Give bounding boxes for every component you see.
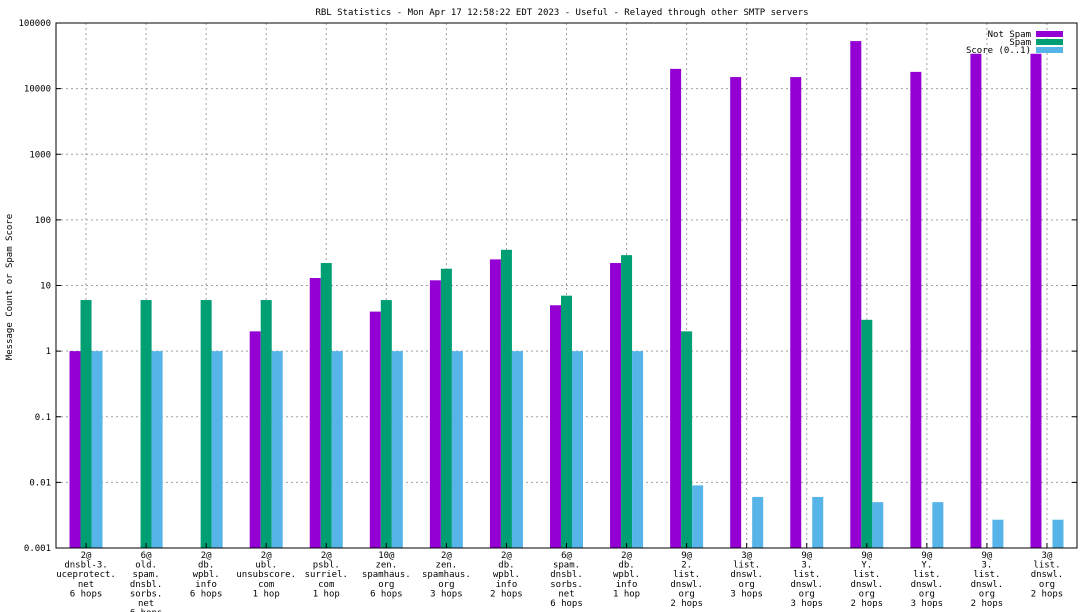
- bar-spam: [320, 263, 332, 548]
- bar-score-0-1: [1052, 519, 1064, 548]
- x-tick-label: 3@ list. dnswl. org 2 hops: [1031, 551, 1064, 599]
- y-tick-label: 100000: [18, 19, 51, 29]
- x-tick-label: 9@ 2. list. dnswl. org 2 hops: [670, 551, 703, 609]
- bar-not-spam: [850, 41, 862, 549]
- plot-border: [55, 22, 1078, 549]
- x-axis-ticks: 2@ dnsbl-3. uceprotect. net 6 hops 6@ old. spam…: [56, 543, 1063, 612]
- y-tick-label: 0.001: [24, 544, 51, 554]
- bar-not-spam: [910, 71, 922, 548]
- bar-score-0-1: [271, 351, 283, 548]
- bar-score-0-1: [91, 351, 103, 548]
- chart-title: RBL Statistics - Mon Apr 17 12:58:22 EDT…: [315, 8, 808, 18]
- bar-spam: [440, 268, 452, 548]
- x-tick-label: 9@ Y. list. dnswl. org 2 hops: [851, 551, 884, 609]
- x-tick-label: 3@ list. dnswl. org 3 hops: [730, 551, 763, 599]
- bar-score-0-1: [872, 502, 884, 548]
- bar-not-spam: [249, 331, 261, 548]
- x-tick-label: 2@ db. wpbl. info 6 hops: [190, 551, 223, 599]
- bar-spam: [861, 319, 873, 548]
- bar-score-0-1: [812, 496, 824, 548]
- bar-not-spam: [69, 351, 81, 548]
- bar-score-0-1: [632, 351, 644, 548]
- legend-label: Score (0..1): [966, 46, 1031, 56]
- x-tick-label: 2@ psbl. surriel. com 1 hop: [305, 551, 348, 599]
- y-axis-ticks: 0.001 0.01 0.1 1 10 100 1000 10000 100000: [18, 19, 1077, 554]
- bar-series: [69, 41, 1064, 549]
- x-tick-label: 9@ Y. list. dnswl. org 3 hops: [911, 551, 944, 609]
- bar-not-spam: [489, 259, 501, 548]
- y-tick-label: 0.01: [29, 478, 51, 488]
- bar-spam: [500, 249, 512, 548]
- x-tick-label: 2@ ubl. unsubscore. com 1 hop: [236, 551, 296, 599]
- bar-score-0-1: [391, 351, 403, 548]
- bar-score-0-1: [331, 351, 343, 548]
- bar-not-spam: [550, 305, 561, 548]
- bar-not-spam: [790, 77, 802, 549]
- bar-spam: [80, 300, 92, 548]
- y-tick-label: 1000: [29, 150, 51, 160]
- y-tick-label: 1: [46, 347, 51, 357]
- bar-score-0-1: [211, 351, 223, 548]
- y-axis-label: Message Count or Spam Score: [5, 214, 15, 360]
- legend-swatch: [1036, 31, 1063, 37]
- bar-score-0-1: [151, 351, 163, 548]
- bar-score-0-1: [992, 519, 1004, 548]
- bar-not-spam: [369, 311, 381, 548]
- x-tick-label: 10@ zen. spamhaus. org 6 hops: [362, 551, 411, 599]
- bar-score-0-1: [511, 351, 523, 548]
- legend-swatch: [1036, 47, 1063, 53]
- y-tick-label: 100: [35, 216, 51, 226]
- x-tick-label: 2@ dnsbl-3. uceprotect. net 6 hops: [56, 551, 116, 599]
- x-tick-label: 2@ zen. spamhaus. org 3 hops: [422, 551, 471, 599]
- bar-not-spam: [309, 278, 321, 548]
- y-tick-label: 10000: [24, 85, 51, 95]
- y-tick-label: 0.1: [35, 413, 51, 423]
- bar-score-0-1: [572, 351, 583, 548]
- bar-score-0-1: [932, 502, 944, 548]
- bar-score-0-1: [451, 351, 463, 548]
- x-tick-label: 6@ spam. dnsbl. sorbs. net 6 hops: [550, 551, 583, 609]
- bar-score-0-1: [752, 496, 764, 548]
- bar-spam: [380, 300, 392, 548]
- bar-spam: [681, 331, 693, 548]
- legend-label: Not Spam: [988, 30, 1031, 40]
- bar-not-spam: [1030, 53, 1042, 548]
- bar-spam: [140, 300, 152, 548]
- x-tick-label: 9@ 3. list. dnswl. org 2 hops: [971, 551, 1004, 609]
- bar-score-0-1: [692, 485, 704, 548]
- bar-not-spam: [610, 263, 622, 548]
- bar-spam: [200, 300, 212, 548]
- x-tick-label: 2@ db. wpbl. info 1 hop: [613, 551, 640, 599]
- legend-label: Spam: [1009, 38, 1031, 48]
- bar-spam: [561, 295, 572, 548]
- bar-not-spam: [970, 53, 982, 548]
- x-tick-label: 2@ db. wpbl. info 2 hops: [490, 551, 523, 599]
- bar-spam: [621, 255, 633, 548]
- bar-not-spam: [670, 68, 682, 548]
- y-tick-label: 10: [40, 282, 51, 292]
- bar-spam: [260, 300, 272, 548]
- legend-swatch: [1036, 39, 1063, 45]
- x-tick-label: 9@ 3. list. dnswl. org 3 hops: [790, 551, 823, 609]
- bar-not-spam: [429, 280, 441, 548]
- bar-not-spam: [730, 77, 742, 549]
